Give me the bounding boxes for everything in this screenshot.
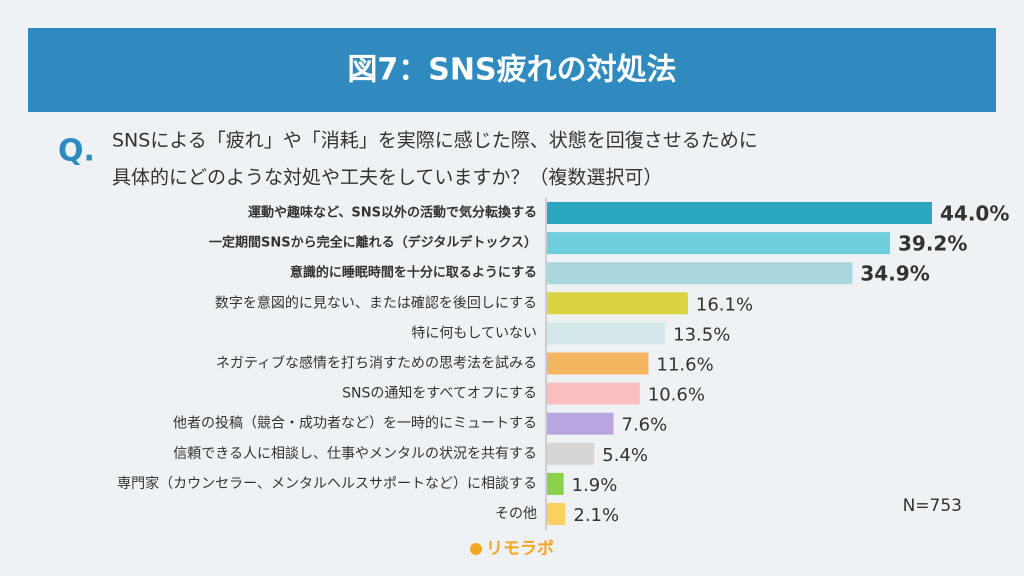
- bar: [547, 202, 932, 224]
- category-label: 特に何もしていない: [411, 325, 537, 341]
- bar: [547, 262, 853, 285]
- bar: [547, 382, 640, 405]
- bar: [547, 412, 614, 435]
- value-label: 5.4%: [602, 445, 648, 466]
- header-band: [28, 28, 996, 112]
- category-label: ネガティブな感情を打ち消すための思考法を試みる: [216, 355, 537, 372]
- category-label: SNSの通知をすべてオフにする: [342, 385, 537, 402]
- value-label: 13.5%: [673, 324, 730, 345]
- category-label: 専門家（カウンセラー、メンタルヘルスサポートなど）に相談する: [117, 475, 537, 492]
- sample-note: N=753: [903, 496, 962, 516]
- value-label: 7.6%: [622, 415, 668, 436]
- value-label: 10.6%: [648, 385, 705, 406]
- category-label: 一定期間SNSから完全に離れる（デジタルデトックス）: [209, 235, 537, 251]
- value-label: 1.9%: [572, 475, 618, 496]
- bar: [547, 352, 649, 375]
- value-label: 2.1%: [573, 505, 619, 526]
- question-line: SNSによる「疲れ」や「消耗」を実際に感じた際、状態を回復させるために: [112, 130, 758, 152]
- question-marker: Q.: [58, 134, 95, 169]
- category-label: 意識的に睡眠時間を十分に取るようにする: [290, 265, 537, 281]
- value-label: 16.1%: [696, 294, 753, 315]
- category-label: 他者の投稿（競合・成功者など）を一時的にミュートする: [173, 416, 537, 432]
- bar: [547, 292, 688, 315]
- value-label: 11.6%: [657, 355, 714, 376]
- value-label: 39.2%: [898, 232, 967, 256]
- question-line: 具体的にどのような対処や工夫をしていますか？（複数選択可）: [112, 167, 662, 189]
- bar: [547, 472, 564, 495]
- bar: [547, 442, 595, 465]
- category-label: 数字を意図的に見ない、または確認を後回しにする: [215, 294, 537, 311]
- bar: [547, 232, 890, 255]
- category-label: 運動や趣味など、SNS以外の活動で気分転換する: [248, 205, 537, 221]
- chart-title: 図7：SNS疲れの対処法: [347, 53, 676, 88]
- logo-icon: [470, 543, 482, 555]
- value-label: 44.0%: [940, 202, 1009, 226]
- category-label: 信頼できる人に相談し、仕事やメンタルの状況を共有する: [173, 446, 537, 462]
- bar: [547, 322, 666, 345]
- logo: リモラボ: [486, 539, 554, 559]
- category-label: その他: [495, 506, 537, 522]
- bar: [547, 503, 566, 525]
- value-label: 34.9%: [860, 262, 929, 286]
